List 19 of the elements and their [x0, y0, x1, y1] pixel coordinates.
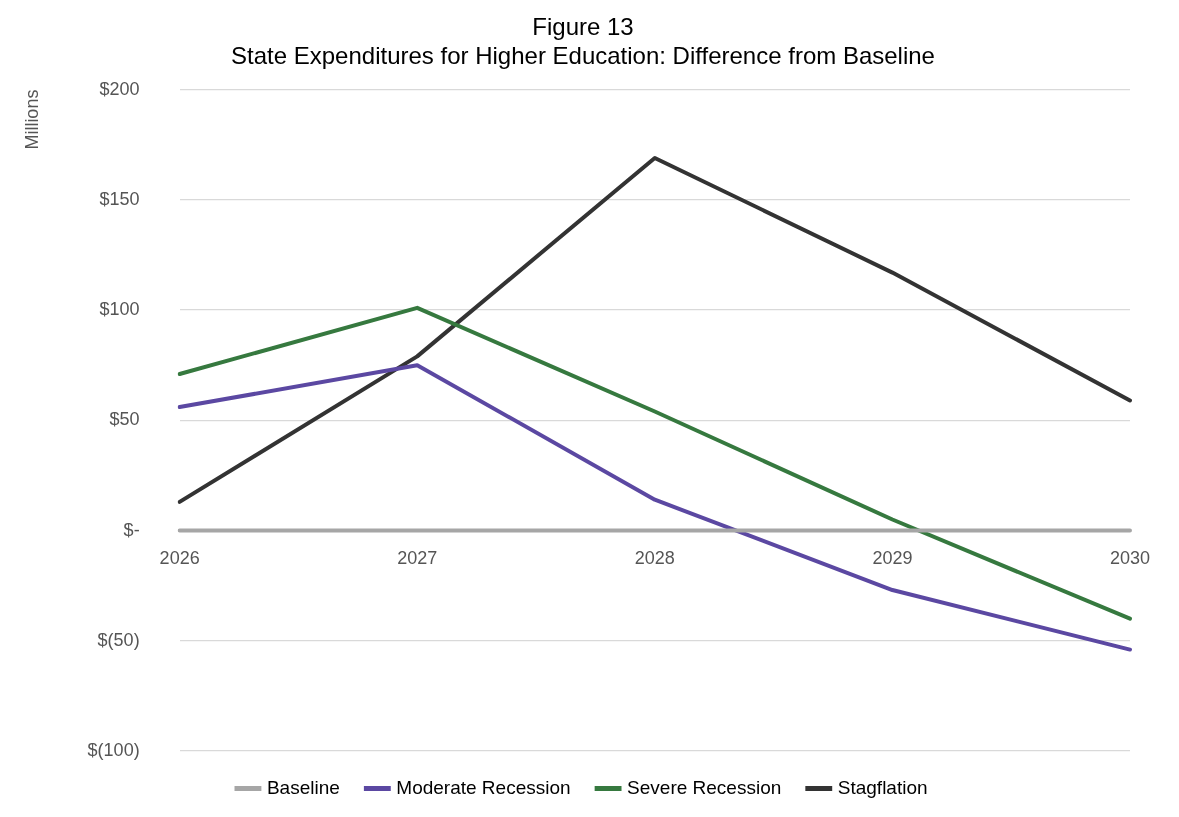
- legend-label: Stagflation: [837, 776, 928, 798]
- legend-label: Moderate Recession: [396, 776, 571, 798]
- y-tick-label: $-: [123, 519, 140, 540]
- y-tick-label: $150: [99, 188, 140, 209]
- x-tick-label: 2027: [397, 548, 438, 569]
- x-tick-label: 2030: [1109, 548, 1150, 569]
- y-tick-label: $(50): [97, 629, 140, 650]
- x-tick-label: 2029: [872, 548, 913, 569]
- x-tick-label: 2028: [634, 548, 675, 569]
- x-tick-label: 2026: [159, 548, 200, 569]
- y-tick-label: $100: [99, 299, 140, 320]
- legend-label: Severe Recession: [627, 776, 782, 798]
- y-tick-label: $200: [99, 78, 140, 99]
- y-axis-title: Millions: [21, 89, 42, 150]
- chart-subtitle: State Expenditures for Higher Education: Difference from Baseline: [231, 41, 935, 69]
- chart-title: Figure 13: [532, 13, 634, 41]
- y-tick-label: $50: [109, 409, 140, 430]
- legend-label: Baseline: [266, 776, 340, 798]
- y-tick-label: $(100): [87, 739, 140, 760]
